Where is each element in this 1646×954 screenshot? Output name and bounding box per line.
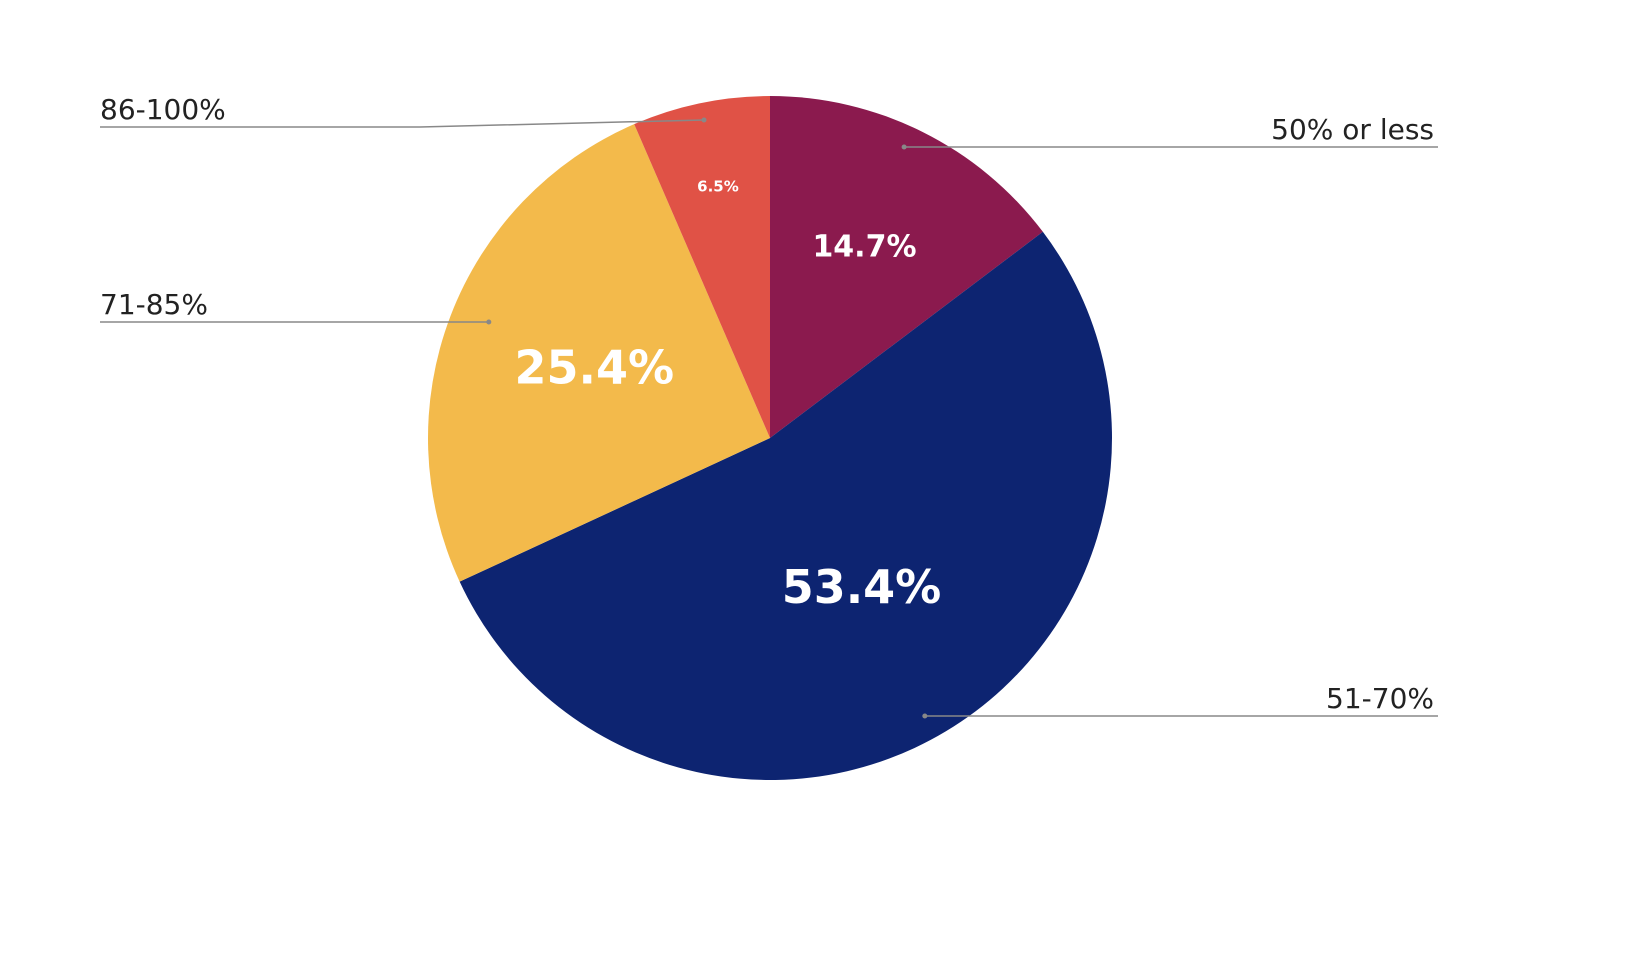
callout-dot <box>901 144 907 150</box>
slice-value-label: 25.4% <box>514 340 674 394</box>
pie-slice <box>459 231 1112 780</box>
pie-slice <box>770 96 1043 438</box>
callout-dot <box>922 713 928 719</box>
pie-slice <box>634 96 770 438</box>
slice-category-label: 51-70% <box>1326 682 1434 715</box>
slice-category-label: 50% or less <box>1271 113 1434 146</box>
slice-category-label: 71-85% <box>100 288 208 321</box>
callout-line <box>100 119 705 128</box>
slice-value-label: 53.4% <box>782 560 942 614</box>
callout-dot <box>486 319 492 325</box>
pie-slice <box>427 124 770 582</box>
callout-dot <box>701 117 707 123</box>
slice-value-label: 6.5% <box>697 177 739 195</box>
slice-category-label: 86-100% <box>100 93 226 126</box>
slice-value-label: 14.7% <box>812 230 916 265</box>
